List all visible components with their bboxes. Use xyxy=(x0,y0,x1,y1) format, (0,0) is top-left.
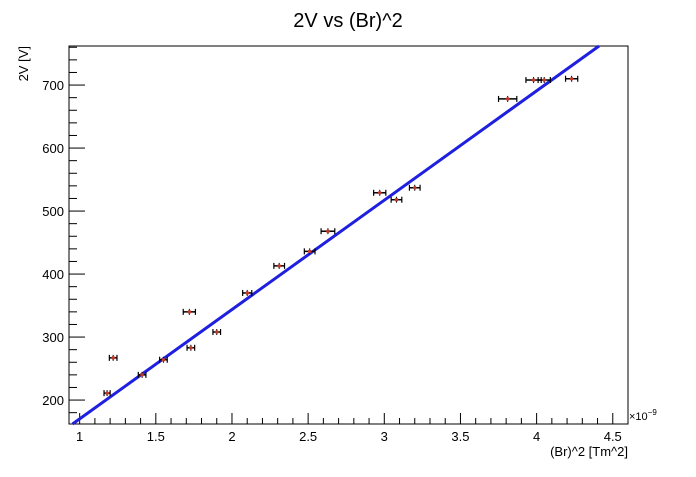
data-point xyxy=(186,344,196,351)
data-point-marker xyxy=(161,357,166,362)
x-tick-label: 2.5 xyxy=(299,429,317,444)
data-point xyxy=(159,356,168,363)
data-point xyxy=(537,77,551,84)
x-multiplier-base: ×10 xyxy=(629,411,648,423)
data-point-marker xyxy=(189,345,193,350)
y-tick-label: 500 xyxy=(42,204,64,219)
x-tick-label: 4.5 xyxy=(604,429,622,444)
data-point xyxy=(408,184,421,191)
data-point xyxy=(497,95,518,102)
x-tick-label: 1.5 xyxy=(147,429,165,444)
data-point xyxy=(103,390,111,397)
x-tick-label: 1 xyxy=(76,429,83,444)
x-axis-label: (Br)^2 [Tm^2] xyxy=(550,444,628,459)
y-tick-label: 200 xyxy=(42,393,64,408)
plot-frame xyxy=(68,45,629,425)
x-tick-label: 3 xyxy=(381,429,388,444)
data-point-marker xyxy=(214,330,219,334)
y-tick-label: 700 xyxy=(42,78,64,93)
y-tick-label: 300 xyxy=(42,330,64,345)
data-points-layer xyxy=(103,75,579,397)
data-point-marker xyxy=(111,356,115,360)
y-axis-label: 2V [V] xyxy=(16,46,31,81)
data-point-marker xyxy=(377,190,382,195)
y-tick-label: 400 xyxy=(42,267,64,282)
data-point-marker xyxy=(531,78,536,82)
data-point-marker xyxy=(277,264,281,268)
data-point-marker xyxy=(394,197,399,202)
data-point xyxy=(108,354,118,361)
data-point-marker xyxy=(105,391,109,395)
data-point-marker xyxy=(245,291,250,295)
data-point xyxy=(182,308,197,315)
x-tick-label: 2 xyxy=(228,429,235,444)
data-point-marker xyxy=(307,249,312,254)
y-axis-ticks: 200 300 400 500 600 700 xyxy=(42,46,85,414)
data-point xyxy=(273,262,286,269)
data-point xyxy=(564,75,579,82)
x-tick-label: 4 xyxy=(533,429,540,444)
data-point-marker xyxy=(140,373,144,377)
x-axis-multiplier: ×10−9 xyxy=(629,408,657,423)
x-axis-ticks: 1 1.5 2 2.5 3 3.5 4 4.5 xyxy=(76,413,629,444)
data-point xyxy=(390,196,403,203)
x-multiplier-exponent: −9 xyxy=(648,408,658,417)
fit-line-layer xyxy=(71,44,600,426)
data-point xyxy=(212,329,222,336)
data-point-marker xyxy=(569,76,574,81)
x-tick-label: 3.5 xyxy=(451,429,469,444)
data-point-marker xyxy=(412,185,417,190)
data-point xyxy=(137,371,147,378)
data-point xyxy=(320,228,336,235)
data-point-marker xyxy=(326,229,330,234)
chart-title: 2V vs (Br)^2 xyxy=(293,10,402,32)
data-point-marker xyxy=(505,97,510,101)
y-tick-label: 600 xyxy=(42,141,64,156)
plot-area-frame xyxy=(68,45,629,425)
data-point xyxy=(373,189,387,196)
data-point-marker xyxy=(542,78,547,82)
data-point xyxy=(303,248,316,255)
data-point xyxy=(242,289,253,296)
data-point-marker xyxy=(187,310,192,314)
fit-line xyxy=(71,44,600,426)
